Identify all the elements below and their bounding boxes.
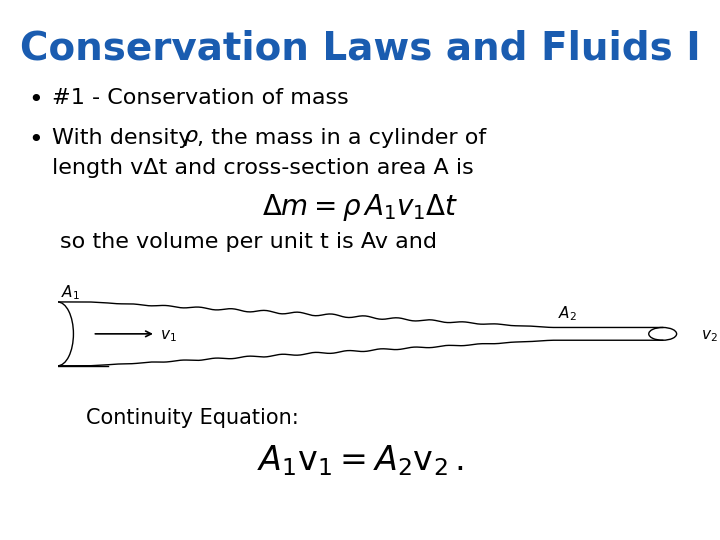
Text: $A_1$: $A_1$ <box>60 284 80 302</box>
Text: With density: With density <box>52 128 199 148</box>
Text: , the mass in a cylinder of: , the mass in a cylinder of <box>197 128 486 148</box>
Text: $A_2$: $A_2$ <box>558 305 577 323</box>
Text: $v_1$: $v_1$ <box>161 329 177 345</box>
Text: Conservation Laws and Fluids I: Conservation Laws and Fluids I <box>19 30 701 68</box>
Text: Continuity Equation:: Continuity Equation: <box>86 408 299 428</box>
Text: $\rho$: $\rho$ <box>183 128 199 148</box>
Text: #1 - Conservation of mass: #1 - Conservation of mass <box>52 88 348 108</box>
Text: •: • <box>28 88 42 112</box>
Text: •: • <box>28 128 42 152</box>
Text: $v_2$: $v_2$ <box>701 329 717 345</box>
Text: $\Delta m = \rho\, A_1 v_1 \Delta t$: $\Delta m = \rho\, A_1 v_1 \Delta t$ <box>261 192 459 223</box>
Text: $A_1 \mathrm{v}_1 = A_2 \mathrm{v}_2\,.$: $A_1 \mathrm{v}_1 = A_2 \mathrm{v}_2\,.$ <box>257 443 463 478</box>
Text: so the volume per unit t is Av and: so the volume per unit t is Av and <box>60 232 437 252</box>
Text: length vΔt and cross-section area A is: length vΔt and cross-section area A is <box>52 158 474 178</box>
